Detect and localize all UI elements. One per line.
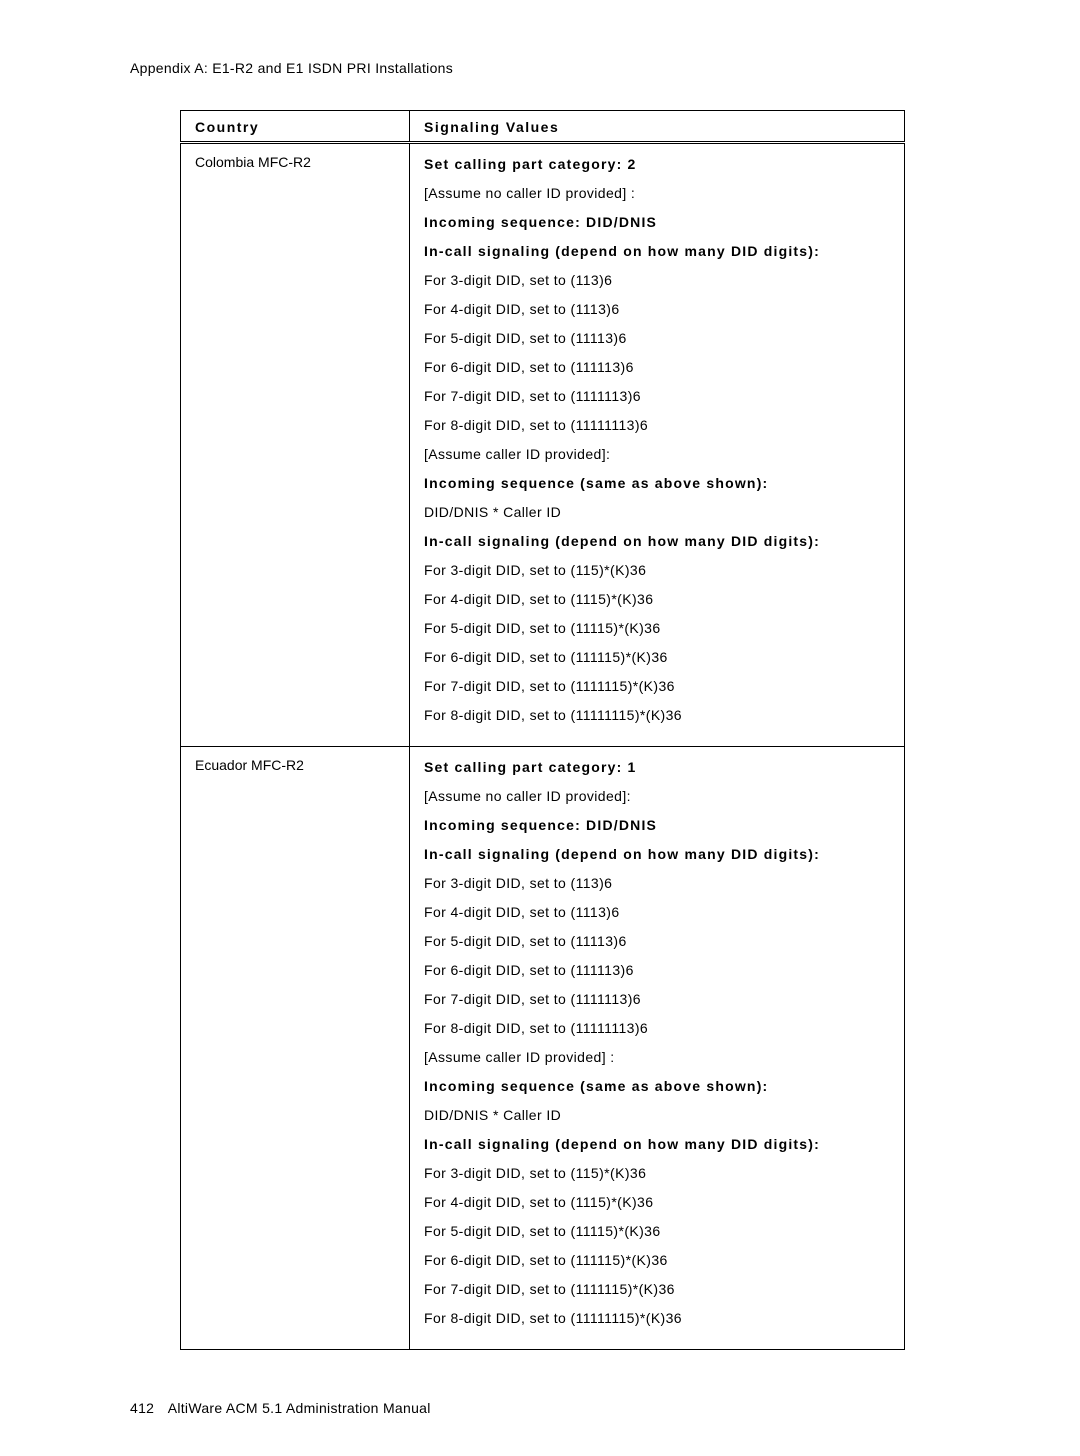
signaling-line: Set calling part category: 1 — [424, 757, 890, 778]
table-header-row: Country Signaling Values — [181, 111, 905, 143]
signaling-line: For 3-digit DID, set to (113)6 — [424, 873, 890, 894]
signaling-line: Incoming sequence: DID/DNIS — [424, 212, 890, 233]
signaling-line: Incoming sequence (same as above shown): — [424, 473, 890, 494]
signaling-line: For 3-digit DID, set to (113)6 — [424, 270, 890, 291]
signaling-line: For 8-digit DID, set to (11111113)6 — [424, 415, 890, 436]
signaling-cell: Set calling part category: 2 [Assume no c… — [410, 143, 905, 747]
signaling-line: For 7-digit DID, set to (1111113)6 — [424, 386, 890, 407]
page-footer: 412 AltiWare ACM 5.1 Administration Manu… — [130, 1400, 950, 1416]
signaling-line: In-call signaling (depend on how many DI… — [424, 531, 890, 552]
signaling-line: In-call signaling (depend on how many DI… — [424, 1134, 890, 1155]
signaling-line: For 4-digit DID, set to (1115)*(K)36 — [424, 1192, 890, 1213]
signaling-line: For 4-digit DID, set to (1113)6 — [424, 299, 890, 320]
signaling-line: For 8-digit DID, set to (11111115)*(K)36 — [424, 1308, 890, 1329]
col-country: Country — [181, 111, 410, 143]
signaling-line: For 3-digit DID, set to (115)*(K)36 — [424, 1163, 890, 1184]
signaling-line: Incoming sequence: DID/DNIS — [424, 815, 890, 836]
signaling-line: [Assume no caller ID provided]: — [424, 786, 890, 807]
signaling-line: For 5-digit DID, set to (11115)*(K)36 — [424, 1221, 890, 1242]
signaling-line: For 5-digit DID, set to (11113)6 — [424, 328, 890, 349]
signaling-line: For 5-digit DID, set to (11113)6 — [424, 931, 890, 952]
signaling-line: For 7-digit DID, set to (1111115)*(K)36 — [424, 1279, 890, 1300]
signaling-line: Set calling part category: 2 — [424, 154, 890, 175]
table-row: Colombia MFC-R2Set calling part category… — [181, 143, 905, 747]
signaling-line: For 7-digit DID, set to (1111115)*(K)36 — [424, 676, 890, 697]
manual-title: AltiWare ACM 5.1 Administration Manual — [168, 1400, 431, 1416]
signaling-table: Country Signaling Values Colombia MFC-R2… — [180, 110, 905, 1350]
signaling-line: In-call signaling (depend on how many DI… — [424, 241, 890, 262]
page-number: 412 — [130, 1400, 154, 1416]
signaling-cell: Set calling part category: 1 [Assume no c… — [410, 747, 905, 1350]
signaling-line: DID/DNIS * Caller ID — [424, 502, 890, 523]
signaling-line: For 4-digit DID, set to (1113)6 — [424, 902, 890, 923]
signaling-line: For 4-digit DID, set to (1115)*(K)36 — [424, 589, 890, 610]
signaling-line: For 5-digit DID, set to (11115)*(K)36 — [424, 618, 890, 639]
signaling-line: [Assume no caller ID provided] : — [424, 183, 890, 204]
appendix-header: Appendix A: E1-R2 and E1 ISDN PRI Instal… — [130, 60, 950, 76]
signaling-line: DID/DNIS * Caller ID — [424, 1105, 890, 1126]
signaling-line: For 8-digit DID, set to (11111113)6 — [424, 1018, 890, 1039]
signaling-line: For 3-digit DID, set to (115)*(K)36 — [424, 560, 890, 581]
signaling-line: For 7-digit DID, set to (1111113)6 — [424, 989, 890, 1010]
country-cell: Ecuador MFC-R2 — [181, 747, 410, 1350]
country-cell: Colombia MFC-R2 — [181, 143, 410, 747]
signaling-line: [Assume caller ID provided]: — [424, 444, 890, 465]
signaling-line: [Assume caller ID provided] : — [424, 1047, 890, 1068]
col-signaling: Signaling Values — [410, 111, 905, 143]
table-row: Ecuador MFC-R2Set calling part category:… — [181, 747, 905, 1350]
signaling-line: Incoming sequence (same as above shown): — [424, 1076, 890, 1097]
signaling-line: For 6-digit DID, set to (111115)*(K)36 — [424, 647, 890, 668]
signaling-line: For 6-digit DID, set to (111115)*(K)36 — [424, 1250, 890, 1271]
signaling-line: For 6-digit DID, set to (111113)6 — [424, 357, 890, 378]
signaling-line: For 6-digit DID, set to (111113)6 — [424, 960, 890, 981]
signaling-line: In-call signaling (depend on how many DI… — [424, 844, 890, 865]
signaling-line: For 8-digit DID, set to (11111115)*(K)36 — [424, 705, 890, 726]
